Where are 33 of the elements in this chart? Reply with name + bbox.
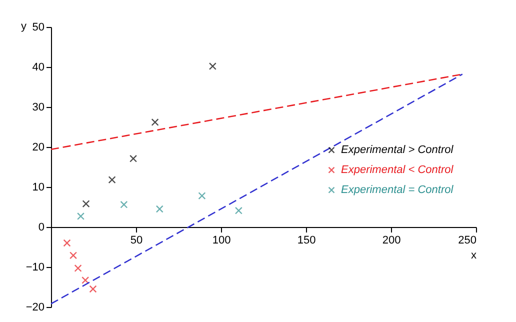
x-tick-label: 100 [212,234,231,246]
y-tick-label: −20 [26,302,44,314]
point [76,212,85,220]
point [151,118,159,126]
y-tick-label: 50 [32,22,44,34]
legend-label: Experimental = Control [341,184,454,196]
x-tick-label: 50 [130,234,143,246]
y-tick-label: 20 [32,142,44,154]
x-tick-label: 250 [458,234,476,246]
point [108,176,116,184]
legend-label: Experimental > Control [341,144,454,156]
point [89,285,97,293]
point [234,206,242,214]
y-tick-label: 10 [32,182,44,194]
point [130,154,138,162]
point [198,192,206,200]
point [70,252,78,260]
y-tick-label: 0 [38,222,44,234]
point [74,264,82,272]
y-axis-title: y [21,20,27,32]
x-tick-label: 200 [382,234,401,246]
point [208,62,216,70]
x-tick-label: 150 [297,234,316,246]
point [120,200,128,208]
x-axis-title: x [471,250,477,262]
point [63,239,71,247]
legend-label: Experimental < Control [341,164,454,176]
y-tick-label: 30 [32,102,44,114]
point [82,200,90,208]
point [156,205,164,213]
y-tick-label: −10 [26,262,44,274]
point [82,276,90,284]
y-tick-label: 40 [32,62,44,74]
